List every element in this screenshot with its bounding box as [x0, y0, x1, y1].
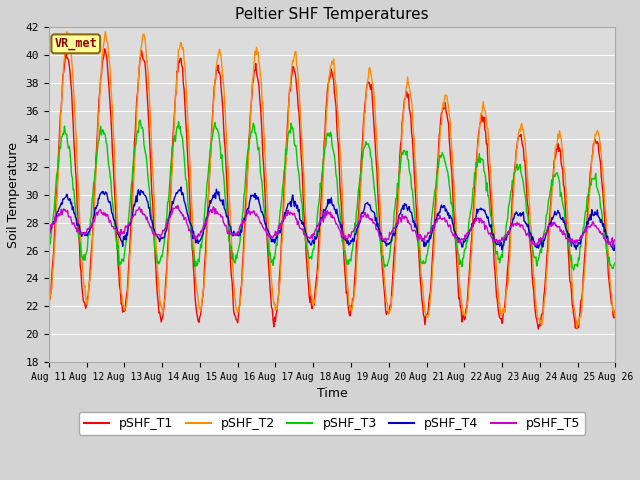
pSHF_T2: [573, 325, 580, 331]
pSHF_T5: [45, 230, 52, 236]
pSHF_T2: [380, 263, 387, 268]
pSHF_T2: [170, 128, 178, 134]
pSHF_T4: [561, 218, 568, 224]
pSHF_T3: [45, 250, 52, 255]
pSHF_T2: [435, 147, 443, 153]
Line: pSHF_T3: pSHF_T3: [49, 120, 616, 270]
pSHF_T5: [561, 232, 568, 238]
pSHF_T2: [195, 299, 202, 305]
pSHF_T4: [324, 196, 332, 202]
Line: pSHF_T5: pSHF_T5: [49, 205, 616, 247]
pSHF_T1: [62, 44, 70, 50]
pSHF_T5: [435, 216, 443, 222]
pSHF_T1: [435, 133, 443, 139]
Line: pSHF_T2: pSHF_T2: [49, 32, 616, 328]
pSHF_T1: [380, 276, 387, 281]
pSHF_T2: [324, 87, 332, 93]
pSHF_T4: [610, 248, 618, 253]
pSHF_T1: [612, 312, 620, 317]
Line: pSHF_T1: pSHF_T1: [49, 47, 616, 329]
pSHF_T3: [612, 259, 620, 265]
pSHF_T1: [170, 120, 178, 126]
Legend: pSHF_T1, pSHF_T2, pSHF_T3, pSHF_T4, pSHF_T5: pSHF_T1, pSHF_T2, pSHF_T3, pSHF_T4, pSHF…: [79, 412, 585, 435]
pSHF_T5: [612, 238, 620, 243]
pSHF_T5: [195, 231, 202, 237]
Y-axis label: Soil Temperature: Soil Temperature: [7, 142, 20, 248]
pSHF_T3: [561, 207, 568, 213]
pSHF_T5: [174, 203, 182, 208]
pSHF_T3: [195, 256, 202, 262]
pSHF_T1: [534, 326, 542, 332]
pSHF_T5: [609, 244, 617, 250]
Line: pSHF_T4: pSHF_T4: [49, 187, 616, 251]
pSHF_T2: [45, 290, 52, 296]
pSHF_T2: [102, 29, 109, 35]
pSHF_T4: [195, 240, 202, 246]
pSHF_T1: [195, 319, 202, 324]
pSHF_T3: [570, 267, 577, 273]
Text: VR_met: VR_met: [54, 37, 97, 50]
X-axis label: Time: Time: [317, 387, 348, 400]
pSHF_T1: [45, 302, 52, 308]
pSHF_T2: [612, 313, 620, 319]
pSHF_T2: [561, 169, 568, 175]
pSHF_T3: [136, 117, 144, 123]
pSHF_T3: [170, 136, 178, 142]
pSHF_T1: [561, 197, 569, 203]
pSHF_T3: [435, 158, 443, 164]
pSHF_T4: [177, 184, 185, 190]
pSHF_T5: [380, 236, 387, 242]
pSHF_T5: [324, 211, 332, 216]
pSHF_T3: [324, 133, 332, 139]
pSHF_T4: [612, 248, 620, 253]
pSHF_T4: [169, 201, 177, 206]
pSHF_T4: [380, 237, 387, 242]
pSHF_T3: [380, 253, 387, 259]
pSHF_T4: [45, 228, 52, 234]
Title: Peltier SHF Temperatures: Peltier SHF Temperatures: [236, 7, 429, 22]
pSHF_T5: [169, 205, 177, 211]
pSHF_T1: [324, 81, 332, 87]
pSHF_T4: [435, 209, 443, 215]
